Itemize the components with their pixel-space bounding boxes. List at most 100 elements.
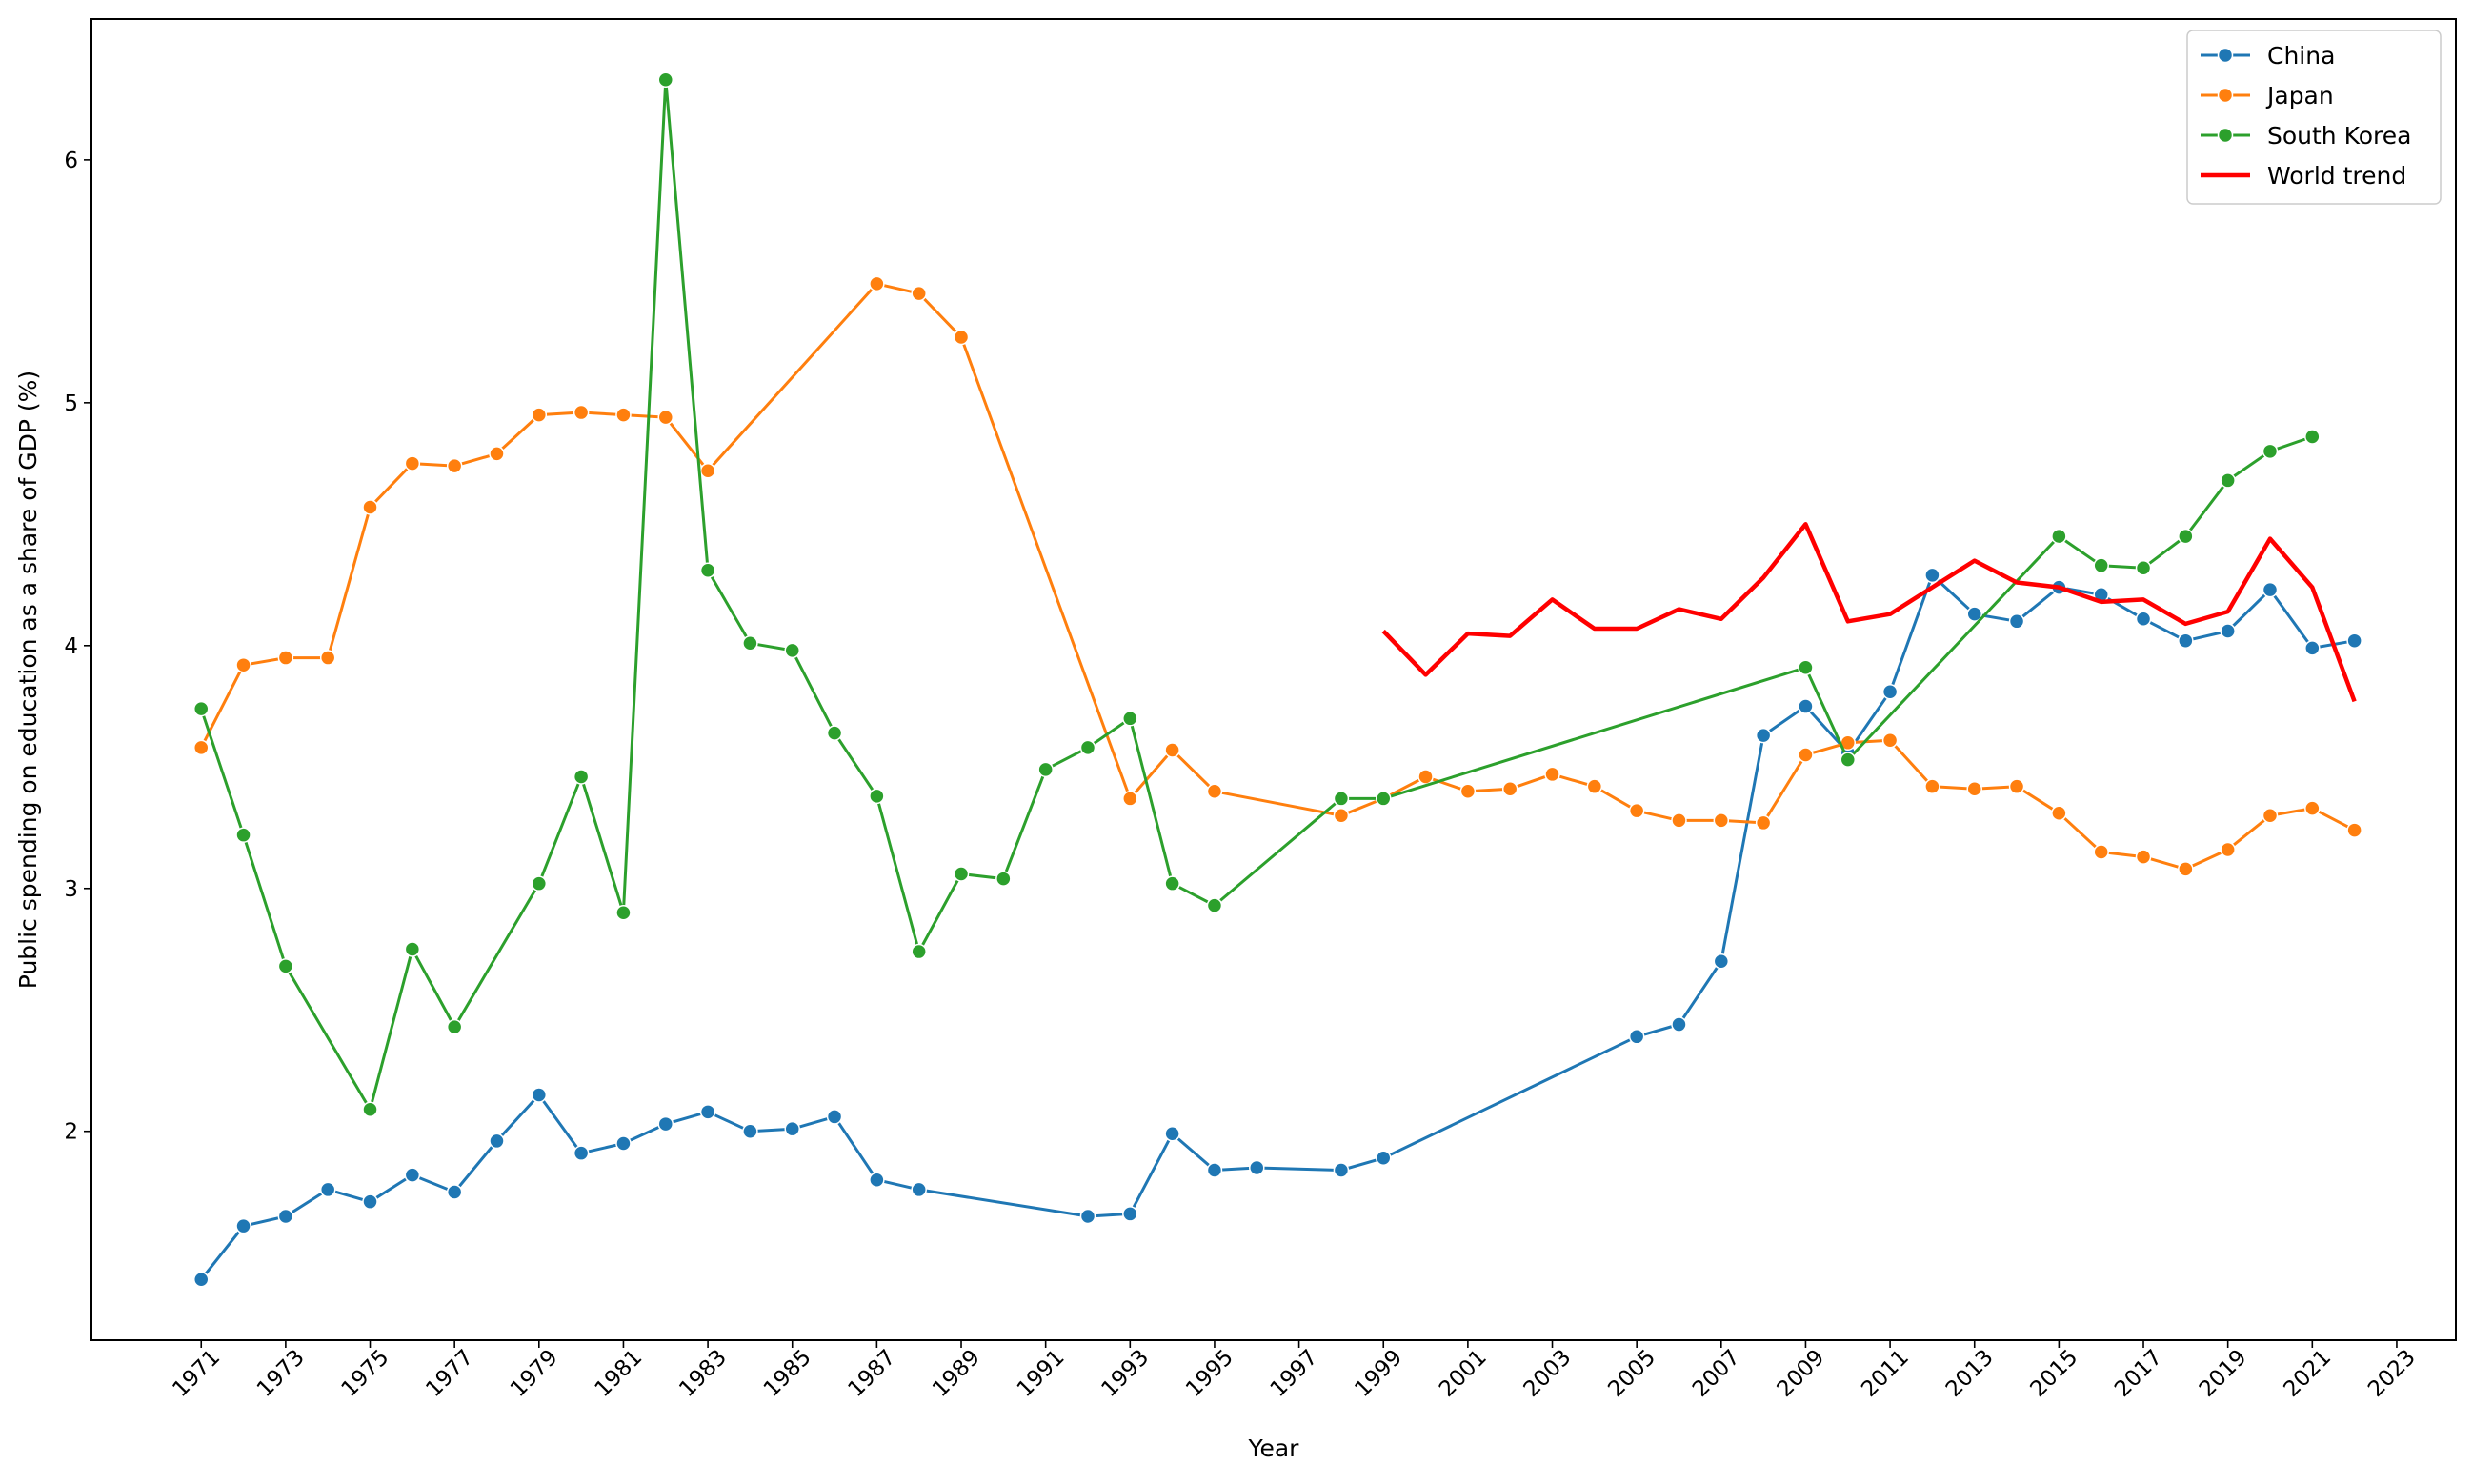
legend-item-japan: Japan	[2201, 82, 2334, 110]
y-axis-label: Public spending on education as a share …	[14, 371, 42, 989]
data-point-china	[319, 1181, 336, 1198]
data-point-south-korea	[826, 725, 843, 741]
data-point-japan	[1966, 780, 1982, 797]
x-tick-label: 1979	[506, 1345, 563, 1402]
data-point-japan	[1206, 783, 1223, 800]
data-point-china	[235, 1217, 251, 1234]
data-point-japan	[277, 650, 294, 666]
data-point-china	[1375, 1150, 1392, 1167]
data-point-south-korea	[2262, 443, 2279, 460]
data-point-japan	[2135, 849, 2152, 865]
data-point-south-korea	[1798, 659, 1814, 676]
x-tick-label: 2015	[2026, 1345, 2083, 1402]
legend-label: China	[2267, 42, 2335, 70]
data-point-south-korea	[192, 700, 210, 717]
data-point-china	[1206, 1162, 1223, 1178]
data-point-japan	[2262, 808, 2279, 824]
x-tick-label: 1993	[1096, 1345, 1154, 1402]
data-point-japan	[1628, 802, 1645, 819]
data-point-china	[1164, 1126, 1180, 1142]
data-point-south-korea	[1206, 897, 1223, 913]
data-point-south-korea	[235, 827, 251, 843]
data-point-south-korea	[2135, 559, 2152, 576]
x-tick-label: 1973	[252, 1345, 310, 1402]
data-point-japan	[2346, 822, 2362, 838]
data-point-south-korea	[2220, 472, 2236, 489]
legend-item-south-korea: South Korea	[2201, 122, 2411, 150]
data-point-china	[446, 1184, 463, 1200]
data-point-japan	[319, 650, 336, 666]
data-point-japan	[2178, 861, 2194, 877]
data-point-south-korea	[277, 958, 294, 974]
data-point-south-korea	[2093, 557, 2109, 573]
x-tick-label: 2007	[1688, 1345, 1745, 1402]
x-tick-label: 2017	[2110, 1345, 2167, 1402]
x-tick-label: 1983	[674, 1345, 732, 1402]
data-point-china	[573, 1145, 590, 1161]
data-point-china	[192, 1272, 210, 1288]
data-point-south-korea	[911, 943, 927, 960]
x-tick-label: 2003	[1519, 1345, 1577, 1402]
data-point-japan	[1755, 814, 1772, 832]
series-china	[192, 567, 2362, 1288]
data-point-china	[826, 1109, 843, 1125]
data-point-china	[1755, 727, 1772, 744]
data-point-south-korea	[446, 1018, 463, 1035]
data-point-china	[1628, 1029, 1645, 1045]
data-point-japan	[489, 446, 505, 462]
data-point-south-korea	[657, 71, 674, 88]
data-point-china	[404, 1167, 421, 1183]
data-point-china	[1249, 1159, 1265, 1176]
data-point-japan	[531, 407, 548, 423]
x-tick-label: 1971	[168, 1345, 225, 1402]
data-point-japan	[615, 407, 632, 423]
data-point-china	[1122, 1206, 1138, 1222]
data-point-japan	[1881, 732, 1899, 749]
data-point-japan	[2304, 800, 2321, 816]
data-point-japan	[1501, 780, 1518, 797]
data-point-china	[2304, 640, 2321, 656]
data-point-china	[2220, 623, 2236, 639]
data-point-japan	[573, 404, 590, 421]
data-point-china	[2178, 632, 2194, 649]
legend-label: South Korea	[2267, 122, 2411, 150]
x-tick-label: 2009	[1773, 1345, 1830, 1402]
series-world-trend	[1381, 522, 2357, 703]
data-point-japan	[1417, 769, 1434, 785]
data-point-south-korea	[995, 871, 1012, 887]
data-point-japan	[657, 409, 674, 426]
x-tick-label: 1995	[1181, 1345, 1238, 1402]
data-point-japan	[2220, 841, 2236, 858]
data-point-china	[277, 1208, 294, 1225]
x-tick-label: 1989	[928, 1345, 985, 1402]
data-point-japan	[1713, 812, 1730, 829]
data-point-south-korea	[2178, 528, 2194, 545]
data-point-china	[2262, 581, 2279, 598]
legend: China Japan South Korea World trend	[2186, 30, 2442, 205]
data-point-japan	[235, 656, 251, 673]
data-point-south-korea	[615, 905, 632, 921]
data-point-south-korea	[742, 635, 758, 652]
legend-box	[2186, 30, 2442, 205]
data-point-south-korea	[784, 642, 800, 659]
data-point-china	[531, 1087, 548, 1103]
x-tick-label: 2019	[2195, 1345, 2252, 1402]
plot-frame	[90, 18, 2457, 1341]
x-tick-label: 2013	[1941, 1345, 1999, 1402]
data-point-china	[489, 1133, 505, 1150]
x-tick-label: 1987	[844, 1345, 901, 1402]
data-point-japan	[953, 329, 970, 346]
data-point-south-korea	[1375, 791, 1392, 807]
x-tick-label: 1991	[1013, 1345, 1070, 1402]
data-point-japan	[1122, 791, 1138, 807]
data-point-china	[1671, 1016, 1687, 1033]
data-point-japan	[911, 285, 927, 302]
legend-marker	[2217, 127, 2234, 144]
x-tick-label: 1999	[1350, 1345, 1407, 1402]
data-point-japan	[699, 462, 716, 479]
data-point-china	[2008, 613, 2025, 630]
data-point-south-korea	[1840, 752, 1857, 768]
legend-label: Japan	[2265, 82, 2334, 110]
data-point-china	[1924, 567, 1940, 584]
